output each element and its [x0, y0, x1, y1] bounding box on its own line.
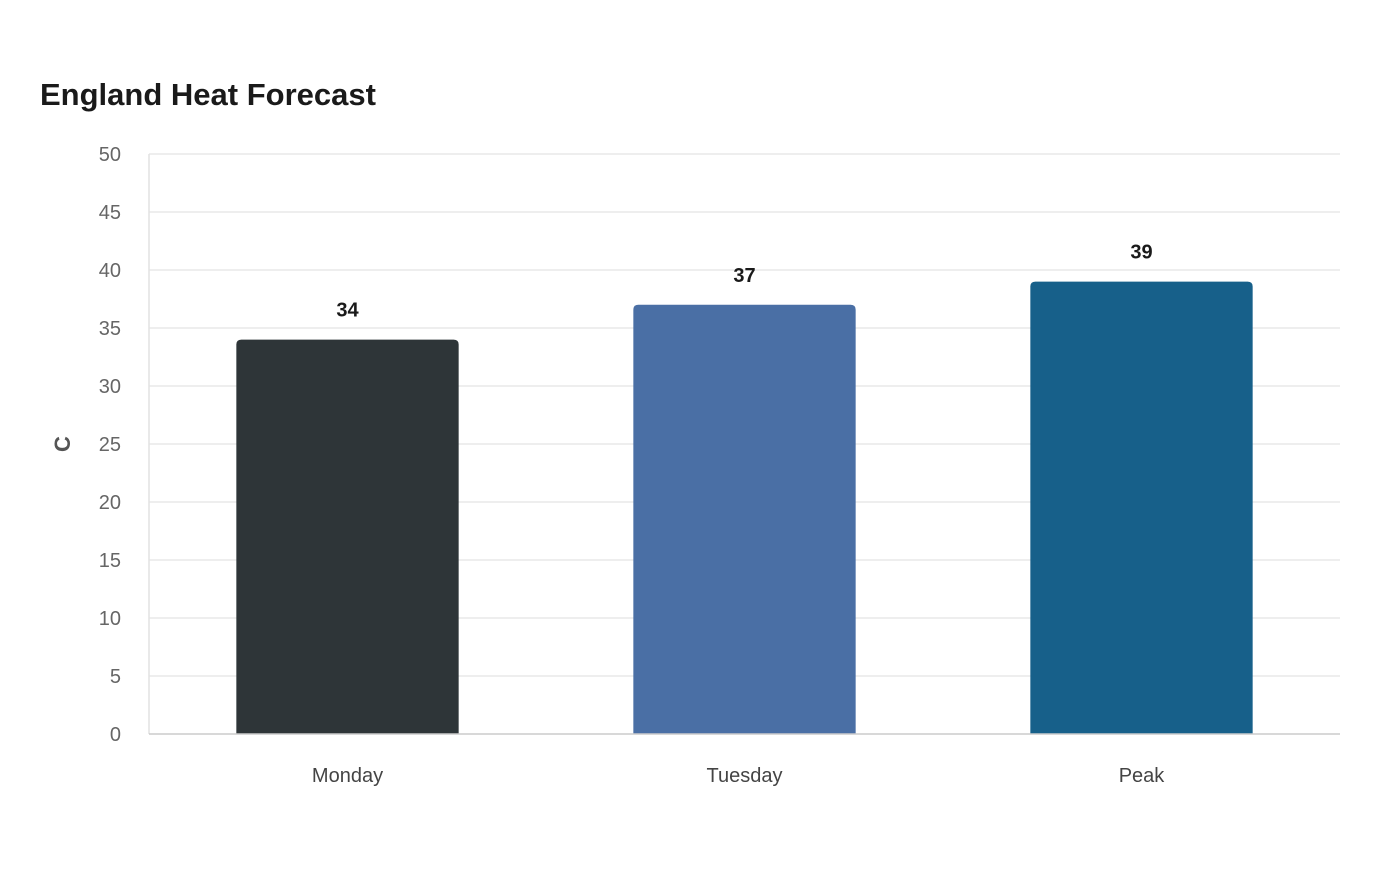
- y-tick-label: 40: [99, 260, 121, 282]
- y-tick-label: 45: [99, 202, 121, 224]
- bar-value-label: 37: [733, 265, 755, 287]
- x-category-label: Peak: [1119, 765, 1166, 787]
- bars: [236, 281, 1253, 734]
- y-tick-label: 20: [99, 492, 121, 514]
- y-axis-ticks: 0 5 10 15 20 25 30 35 40 45 50: [99, 144, 121, 746]
- y-tick-label: 25: [99, 434, 121, 456]
- x-category-label: Tuesday: [707, 765, 783, 787]
- y-axis-title: C: [50, 436, 75, 452]
- y-tick-label: 15: [99, 550, 121, 572]
- x-category-label: Monday: [312, 765, 383, 787]
- bar-tuesday: [633, 304, 856, 734]
- y-tick-label: 35: [99, 318, 121, 340]
- y-tick-label: 50: [99, 144, 121, 166]
- bar-value-label: 34: [336, 300, 359, 322]
- bar-value-label: 39: [1130, 242, 1152, 264]
- bar-monday: [236, 339, 459, 734]
- chart-title: England Heat Forecast: [40, 77, 376, 112]
- data-labels: 34 37 39: [336, 242, 1152, 322]
- y-tick-label: 10: [99, 608, 121, 630]
- y-tick-label: 5: [110, 666, 121, 688]
- bar-peak: [1030, 281, 1253, 734]
- y-tick-label: 30: [99, 376, 121, 398]
- y-tick-label: 0: [110, 724, 121, 746]
- x-axis-categories: Monday Tuesday Peak: [312, 765, 1165, 787]
